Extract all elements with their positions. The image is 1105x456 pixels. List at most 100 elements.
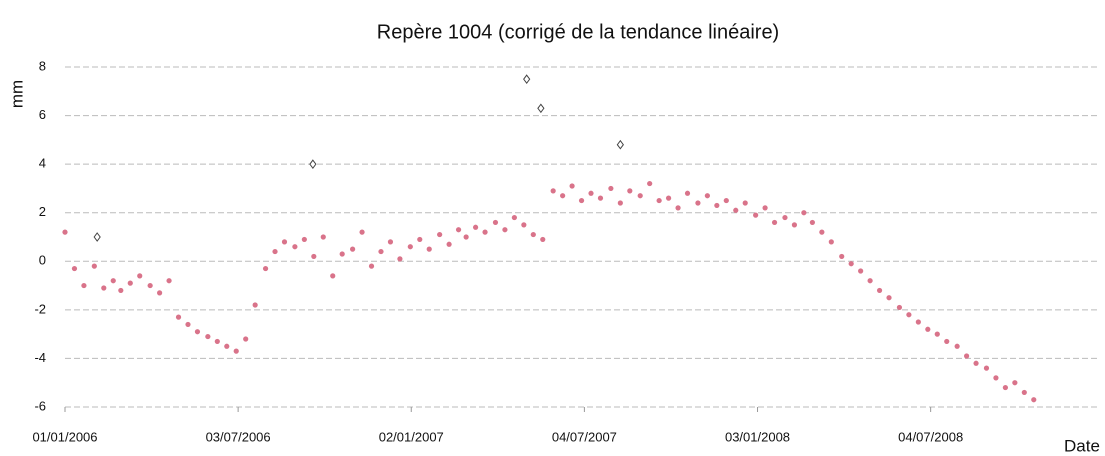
y-tick-label: -2 bbox=[34, 301, 46, 316]
data-point bbox=[378, 248, 384, 255]
data-point bbox=[925, 326, 931, 332]
data-point bbox=[964, 353, 970, 359]
y-tick-label: -4 bbox=[34, 350, 46, 365]
data-point bbox=[915, 319, 921, 325]
data-point bbox=[675, 205, 681, 211]
data-point bbox=[492, 219, 499, 226]
data-point bbox=[944, 338, 950, 345]
x-tick-label: 03/01/2008 bbox=[725, 429, 790, 444]
x-tick-label: 04/07/2008 bbox=[898, 429, 963, 444]
data-point bbox=[455, 227, 462, 233]
data-point bbox=[511, 214, 517, 221]
data-point bbox=[262, 265, 269, 272]
data-point bbox=[407, 244, 413, 250]
data-point bbox=[368, 263, 375, 269]
y-tick-label: -6 bbox=[34, 398, 46, 413]
data-point bbox=[597, 195, 604, 201]
data-point bbox=[292, 244, 298, 250]
outlier-point bbox=[616, 139, 624, 150]
data-point bbox=[350, 246, 356, 252]
data-point bbox=[617, 200, 623, 206]
data-point bbox=[437, 231, 443, 238]
data-point bbox=[896, 304, 903, 311]
data-point bbox=[809, 219, 815, 226]
x-axis-label: Date bbox=[1064, 436, 1100, 455]
data-point bbox=[934, 331, 940, 337]
x-tick-label: 04/07/2007 bbox=[552, 429, 617, 444]
data-point bbox=[426, 246, 432, 252]
data-point bbox=[839, 253, 845, 260]
data-point bbox=[320, 234, 326, 240]
data-point bbox=[858, 268, 864, 274]
data-point bbox=[876, 287, 883, 294]
data-point bbox=[1021, 389, 1027, 396]
data-point bbox=[973, 360, 979, 366]
data-point bbox=[137, 273, 143, 279]
data-point bbox=[530, 231, 536, 238]
data-point bbox=[983, 365, 990, 371]
data-point bbox=[397, 256, 403, 262]
data-point bbox=[791, 222, 798, 228]
data-point bbox=[762, 205, 768, 211]
data-point bbox=[665, 195, 672, 201]
y-axis-label: mm bbox=[7, 80, 26, 108]
data-point bbox=[801, 210, 807, 216]
data-point bbox=[714, 202, 720, 209]
data-point bbox=[147, 282, 153, 289]
y-tick-label: 2 bbox=[39, 204, 46, 219]
data-point bbox=[175, 314, 182, 320]
data-point bbox=[1012, 380, 1018, 386]
data-point bbox=[1031, 397, 1037, 403]
data-point bbox=[647, 180, 653, 187]
data-point bbox=[185, 321, 191, 328]
data-point bbox=[272, 248, 278, 255]
data-point bbox=[753, 212, 759, 218]
data-point bbox=[723, 197, 729, 204]
data-point bbox=[205, 333, 211, 340]
x-tick-label: 03/07/2006 bbox=[206, 429, 271, 444]
data-point bbox=[828, 239, 834, 245]
data-point bbox=[560, 193, 566, 199]
x-tick-label: 02/01/2007 bbox=[379, 429, 444, 444]
data-point bbox=[110, 278, 116, 284]
data-point bbox=[771, 219, 778, 226]
data-point bbox=[118, 287, 124, 294]
data-point bbox=[578, 197, 585, 204]
data-point bbox=[214, 338, 220, 345]
data-point bbox=[704, 193, 710, 199]
data-point bbox=[886, 295, 892, 301]
y-tick-label: 4 bbox=[39, 156, 46, 171]
data-point bbox=[339, 251, 345, 257]
data-point bbox=[127, 280, 133, 286]
data-point bbox=[550, 188, 556, 194]
data-point bbox=[71, 265, 78, 272]
data-point bbox=[540, 236, 546, 243]
data-point bbox=[472, 224, 479, 230]
data-point bbox=[782, 214, 788, 221]
data-point bbox=[62, 229, 68, 235]
data-point bbox=[224, 343, 230, 349]
outlier-point bbox=[309, 159, 317, 169]
data-point bbox=[311, 253, 317, 260]
chart-title: Repère 1004 (corrigé de la tendance liné… bbox=[377, 21, 779, 43]
data-point bbox=[252, 302, 258, 308]
data-point bbox=[954, 343, 960, 349]
data-point bbox=[733, 207, 739, 213]
data-point bbox=[243, 336, 249, 342]
data-point bbox=[166, 278, 172, 284]
outlier-point bbox=[537, 103, 545, 114]
x-tick-label: 01/01/2006 bbox=[32, 429, 97, 444]
data-point bbox=[194, 329, 201, 335]
data-point bbox=[695, 200, 701, 206]
data-point bbox=[906, 312, 912, 318]
data-point bbox=[867, 278, 873, 284]
data-point bbox=[637, 193, 643, 199]
data-point bbox=[330, 273, 336, 279]
data-point bbox=[608, 185, 614, 192]
data-point bbox=[387, 239, 394, 245]
data-point bbox=[656, 197, 662, 204]
outlier-point bbox=[93, 232, 101, 242]
data-point bbox=[446, 241, 452, 247]
data-point bbox=[588, 190, 594, 196]
